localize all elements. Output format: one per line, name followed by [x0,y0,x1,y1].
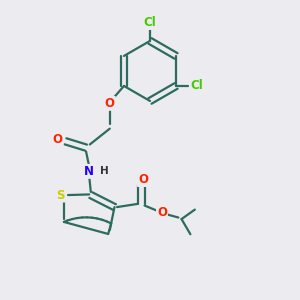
Text: O: O [105,97,115,110]
Text: O: O [138,173,148,186]
Text: Cl: Cl [190,80,203,92]
Text: Cl: Cl [144,16,156,29]
Text: S: S [56,189,65,202]
Text: N: N [84,165,94,178]
Text: O: O [52,133,63,146]
Text: H: H [100,166,109,176]
Text: O: O [157,206,167,219]
